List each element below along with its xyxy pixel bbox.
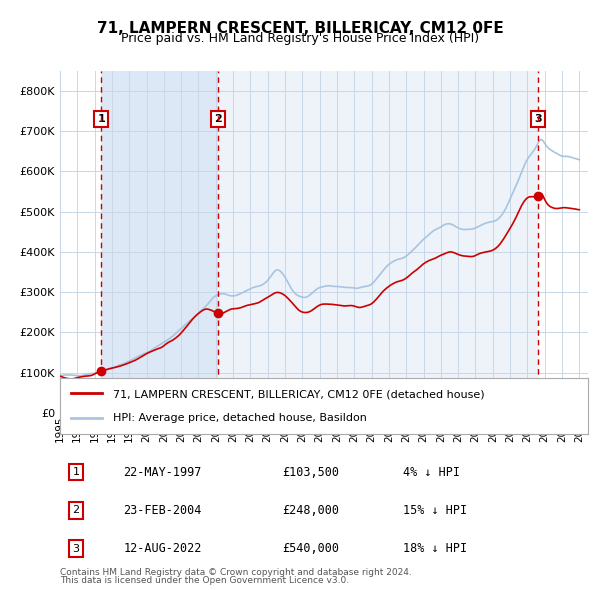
Bar [101,71,218,413]
Text: 1: 1 [73,467,79,477]
Text: £540,000: £540,000 [282,542,339,555]
Text: 12-AUG-2022: 12-AUG-2022 [124,542,202,555]
Text: £248,000: £248,000 [282,504,339,517]
Text: 23-FEB-2004: 23-FEB-2004 [124,504,202,517]
Text: 18% ↓ HPI: 18% ↓ HPI [403,542,467,555]
Text: 15% ↓ HPI: 15% ↓ HPI [403,504,467,517]
Text: £103,500: £103,500 [282,466,339,478]
Text: Price paid vs. HM Land Registry's House Price Index (HPI): Price paid vs. HM Land Registry's House … [121,32,479,45]
Text: 2: 2 [72,506,79,515]
Text: 3: 3 [534,114,542,124]
Text: 4% ↓ HPI: 4% ↓ HPI [403,466,460,478]
Text: HPI: Average price, detached house, Basildon: HPI: Average price, detached house, Basi… [113,413,367,423]
Text: 71, LAMPERN CRESCENT, BILLERICAY, CM12 0FE (detached house): 71, LAMPERN CRESCENT, BILLERICAY, CM12 0… [113,389,484,399]
Bar [218,71,538,413]
Text: This data is licensed under the Open Government Licence v3.0.: This data is licensed under the Open Gov… [60,576,349,585]
Text: Contains HM Land Registry data © Crown copyright and database right 2024.: Contains HM Land Registry data © Crown c… [60,568,412,577]
Text: 3: 3 [73,544,79,553]
Text: 1: 1 [97,114,105,124]
Text: 22-MAY-1997: 22-MAY-1997 [124,466,202,478]
Text: 2: 2 [214,114,222,124]
Text: 71, LAMPERN CRESCENT, BILLERICAY, CM12 0FE: 71, LAMPERN CRESCENT, BILLERICAY, CM12 0… [97,21,503,35]
